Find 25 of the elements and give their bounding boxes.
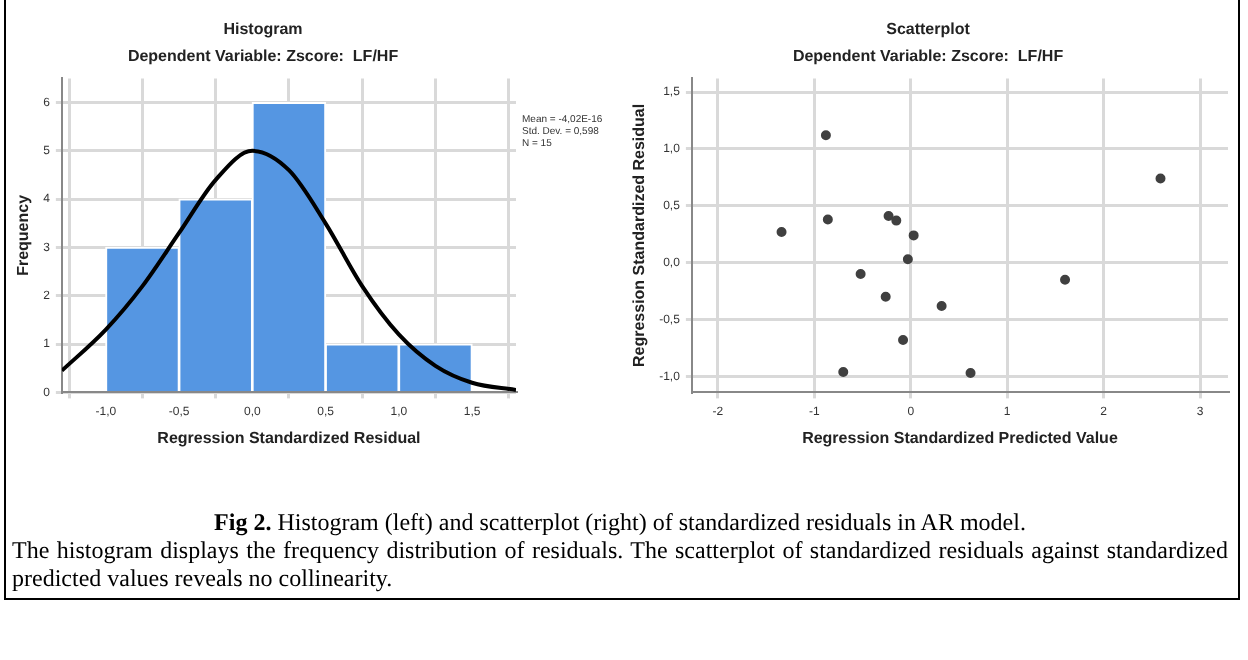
point <box>820 130 831 141</box>
point <box>883 211 894 222</box>
point <box>855 269 866 280</box>
y-axis-title: Frequency <box>14 193 33 276</box>
point <box>902 254 913 265</box>
point <box>936 300 947 311</box>
chart-title: Scatterplot <box>886 20 971 39</box>
point <box>1060 274 1071 285</box>
point <box>965 368 976 379</box>
point <box>838 366 849 377</box>
chart-subtitle: Dependent Variable: Zscore: LF/HF <box>127 47 399 66</box>
point <box>891 215 902 226</box>
caption: Fig 2. Histogram (left) and scatterplot (right) of standardized residuals in AR model. <box>212 508 1028 536</box>
point <box>880 291 891 302</box>
point <box>908 230 919 241</box>
x-axis-title: Regression Standardized Residual <box>157 428 421 447</box>
text: The histogram displays the frequency distribution of residuals. The scatterplot of standardized residuals against standardized predicted values reveals no collinearity. <box>12 536 1228 592</box>
chart-title: Histogram <box>223 20 303 39</box>
y-axis-title: Regression Standardized Residual <box>630 103 649 367</box>
point <box>898 335 909 346</box>
x-axis-title: Regression Standardized Predicted Value <box>802 428 1119 447</box>
point <box>1155 173 1166 184</box>
chart-subtitle: Dependent Variable: Zscore: LF/HF <box>792 47 1064 66</box>
point <box>776 226 787 237</box>
point <box>822 214 833 225</box>
